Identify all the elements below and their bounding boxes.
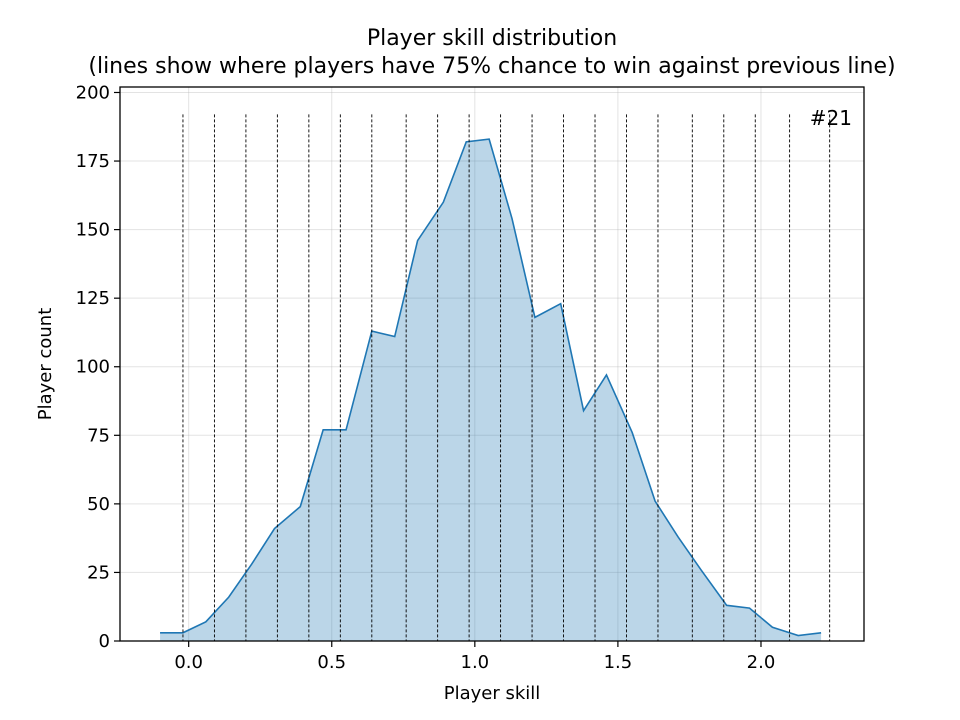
chart-subtitle: (lines show where players have 75% chanc… — [88, 54, 895, 79]
y-axis: 0 25 50 75 100 125 150 175 200 — [76, 82, 120, 652]
x-tick-label: 0.0 — [174, 652, 203, 673]
y-tick-label: 25 — [87, 562, 110, 583]
y-tick-label: 0 — [99, 631, 110, 652]
x-tick-label: 1.0 — [461, 652, 490, 673]
y-tick-label: 100 — [76, 357, 110, 378]
chart-annotation: #21 — [810, 106, 852, 130]
plot-frame — [119, 86, 865, 642]
series-area-fill — [160, 139, 822, 641]
y-tick-label: 125 — [76, 288, 110, 309]
y-tick-label: 50 — [87, 494, 110, 515]
threshold-lines — [182, 114, 831, 641]
y-tick-label: 200 — [76, 82, 110, 103]
y-axis-label: Player count — [35, 308, 56, 421]
x-axis-label: Player skill — [444, 683, 541, 704]
x-tick-label: 0.5 — [317, 652, 346, 673]
y-tick-label: 75 — [87, 425, 110, 446]
y-tick-label: 150 — [76, 220, 110, 241]
grid — [120, 87, 864, 642]
x-tick-label: 2.0 — [747, 652, 776, 673]
x-tick-label: 1.5 — [604, 652, 633, 673]
x-axis: 0.0 0.5 1.0 1.5 2.0 — [174, 641, 775, 673]
y-tick-label: 175 — [76, 151, 110, 172]
data-layer — [160, 138, 822, 641]
chart-title: Player skill distribution — [367, 26, 617, 51]
